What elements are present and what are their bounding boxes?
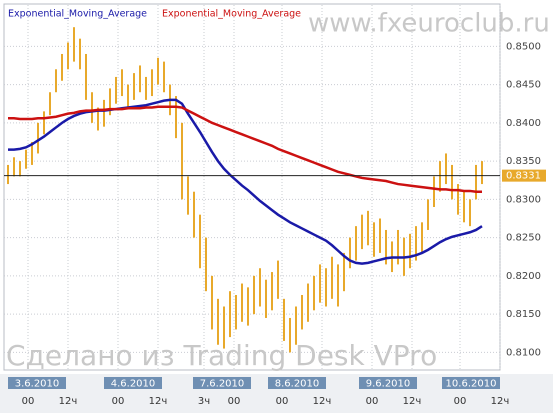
current-price-label: 0.8331: [506, 171, 541, 182]
y-tick-label: 0.8400: [506, 118, 541, 129]
ema-line: [8, 98, 483, 265]
x-date-label: 4.6.2010: [111, 379, 156, 390]
x-date-label: 7.6.2010: [200, 379, 245, 390]
y-tick-label: 0.8300: [506, 194, 541, 205]
x-time-label: 00: [228, 396, 241, 407]
x-time-label: 00: [112, 396, 125, 407]
date-label-box: [8, 377, 66, 389]
x-date-label: 3.6.2010: [15, 379, 60, 390]
x-date-label: 10.6.2010: [446, 379, 497, 390]
x-time-label: 12ч: [59, 396, 78, 407]
ema-line: [8, 105, 482, 193]
x-time-label: 00: [22, 396, 35, 407]
legend-entry: Exponential_Moving_Average: [8, 9, 147, 20]
watermark: www.fxeuroclub.ru: [308, 9, 550, 39]
x-date-label: 8.6.2010: [275, 379, 320, 390]
x-time-label: 00: [276, 396, 289, 407]
date-label-box: [268, 377, 326, 389]
legend-entry: Exponential_Moving_Average: [162, 9, 301, 20]
x-time-label: 00: [366, 396, 379, 407]
current-price-box: [502, 169, 546, 182]
date-label-box: [193, 377, 251, 389]
y-tick-label: 0.8200: [506, 271, 541, 282]
y-tick-label: 0.8450: [506, 80, 541, 91]
date-label-box: [359, 377, 417, 389]
date-label-box: [104, 377, 162, 389]
y-tick-label: 0.8350: [506, 156, 541, 167]
x-time-label: 3ч: [198, 396, 210, 407]
x-time-label: 12ч: [313, 396, 332, 407]
x-date-label: 9.6.2010: [366, 379, 411, 390]
plot-frame: [3, 3, 501, 371]
y-tick-label: 0.8500: [506, 41, 541, 52]
footer-watermark: Сделано из Trading Desk VPro: [6, 339, 437, 372]
y-tick-label: 0.8250: [506, 233, 541, 244]
x-time-label: 00: [454, 396, 467, 407]
date-label-box: [442, 377, 500, 389]
x-time-label: 12ч: [149, 396, 168, 407]
x-time-label: 12ч: [403, 396, 422, 407]
y-tick-label: 0.8150: [506, 309, 541, 320]
y-tick-label: 0.8100: [506, 347, 541, 358]
x-time-label: 12ч: [491, 396, 510, 407]
